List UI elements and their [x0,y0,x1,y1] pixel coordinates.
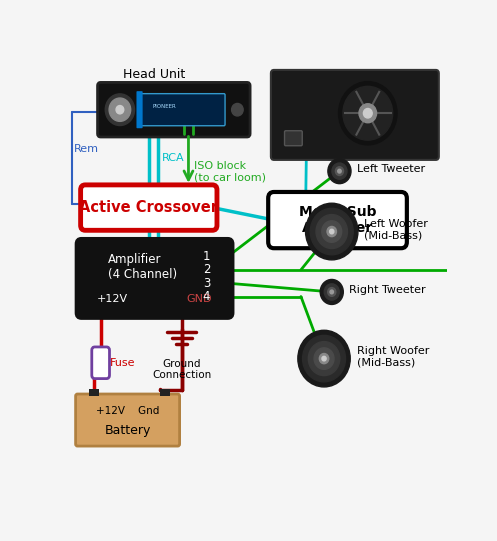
Circle shape [316,215,347,248]
Circle shape [116,105,124,114]
Text: PIONEER: PIONEER [153,104,176,109]
Circle shape [306,203,358,260]
Text: Right Woofer
(Mid-Bass): Right Woofer (Mid-Bass) [357,346,429,367]
Text: +12V: +12V [97,294,128,304]
Circle shape [310,208,353,255]
Text: 4: 4 [203,290,210,303]
Text: +12V    Gnd: +12V Gnd [96,406,160,417]
FancyBboxPatch shape [97,82,250,137]
Circle shape [314,348,334,370]
Circle shape [322,357,326,361]
FancyBboxPatch shape [92,347,109,379]
Circle shape [330,229,334,234]
Text: Rem: Rem [74,144,99,154]
Circle shape [338,169,341,173]
Circle shape [328,159,351,183]
FancyBboxPatch shape [271,70,439,160]
FancyBboxPatch shape [77,239,233,318]
Circle shape [324,284,339,300]
Text: Right Tweeter: Right Tweeter [349,285,426,295]
Text: Head Unit: Head Unit [123,68,186,81]
Circle shape [332,163,347,179]
Text: RCA: RCA [162,153,184,163]
Circle shape [320,280,343,305]
Text: 1: 1 [203,250,210,263]
Circle shape [109,98,131,121]
Circle shape [338,82,397,145]
FancyBboxPatch shape [76,394,179,446]
Circle shape [343,87,393,140]
FancyBboxPatch shape [137,91,143,128]
Circle shape [327,227,336,236]
Circle shape [232,103,243,116]
FancyBboxPatch shape [138,94,225,126]
Circle shape [363,109,372,118]
Circle shape [105,94,135,126]
Text: Left Woofer
(Mid-Bass): Left Woofer (Mid-Bass) [364,219,428,240]
Text: GND: GND [187,294,212,304]
FancyBboxPatch shape [284,131,302,146]
Text: ISO block
(to car loom): ISO block (to car loom) [194,161,266,182]
Circle shape [298,330,350,387]
FancyBboxPatch shape [161,388,170,396]
Text: 2: 2 [203,263,210,276]
Text: Mono Sub
Amplifier: Mono Sub Amplifier [299,205,376,235]
Circle shape [308,341,340,375]
Text: Fuse: Fuse [110,358,136,368]
Text: Amplifier
(4 Channel): Amplifier (4 Channel) [108,253,177,281]
Circle shape [328,288,336,296]
Circle shape [303,335,345,382]
Text: Active Crossover: Active Crossover [80,200,218,215]
Circle shape [335,167,343,175]
Text: Ground
Connection: Ground Connection [152,359,211,380]
Text: Battery: Battery [104,424,151,437]
Circle shape [330,290,333,294]
FancyBboxPatch shape [81,185,217,230]
Circle shape [359,104,377,123]
FancyBboxPatch shape [268,192,407,248]
Circle shape [320,353,329,364]
Text: Left Tweeter: Left Tweeter [357,164,425,174]
Text: 3: 3 [203,276,210,289]
Circle shape [322,221,342,242]
FancyBboxPatch shape [89,388,99,396]
